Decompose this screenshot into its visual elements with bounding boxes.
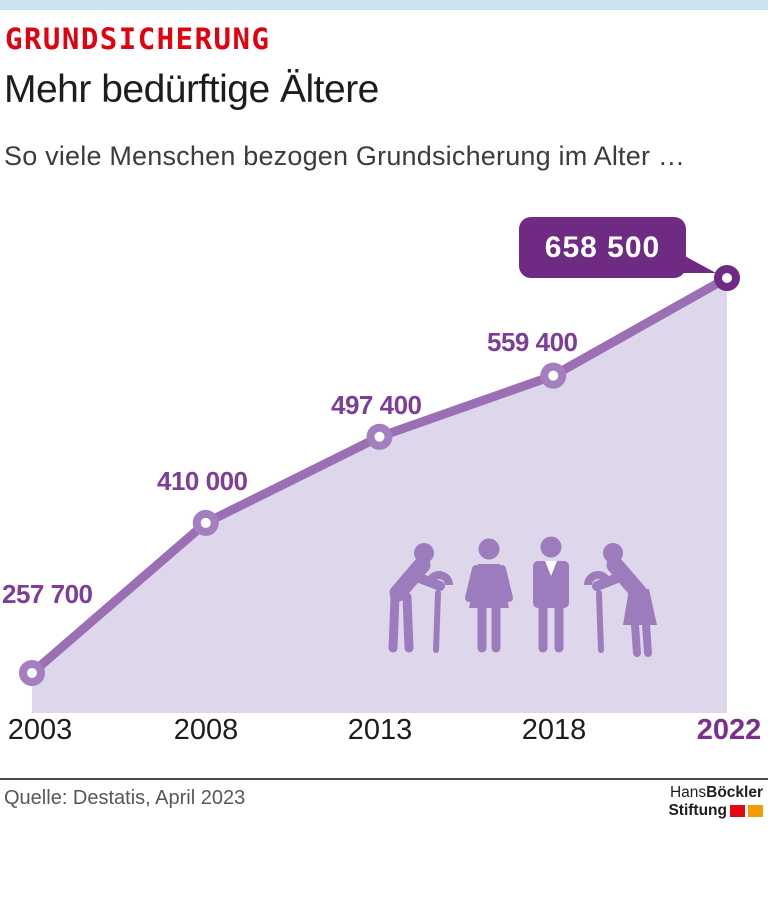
source-note: Quelle: Destatis, April 2023 [4, 787, 246, 809]
data-point-2003 [19, 660, 45, 686]
logo-red-square [730, 805, 745, 817]
highlight-value-bubble: 658 500 [519, 217, 686, 278]
area-fill [32, 278, 727, 713]
page-title: Mehr bedürftige Ältere [4, 68, 379, 111]
hans-boeckler-stiftung-logo: Hans Böckler Stiftung [668, 784, 763, 820]
woman-icon [465, 538, 513, 653]
data-points [19, 265, 740, 686]
data-point-2008 [192, 509, 219, 536]
value-label-2018: 559 400 [487, 327, 578, 357]
logo-line-1: Hans Böckler [669, 784, 763, 801]
footer-divider [0, 778, 768, 780]
chart-subtitle: So viele Menschen bezogen Grundsicherung… [4, 141, 686, 171]
top-accent-bar [0, 0, 768, 10]
pictogram-group [388, 536, 657, 657]
elderly-woman-cane-icon [584, 543, 657, 657]
data-point-2022 [714, 265, 740, 291]
value-label-2003: 257 700 [2, 579, 93, 609]
logo-orange-square [748, 805, 763, 817]
highlight-value: 658 500 [544, 230, 661, 264]
x-tick-2018: 2018 [521, 714, 587, 746]
data-point-2013 [366, 423, 393, 450]
data-point-2018 [540, 362, 567, 389]
elderly-man-cane-icon [388, 543, 453, 653]
x-tick-2008: 2008 [173, 714, 239, 746]
value-label-2013: 497 400 [331, 390, 422, 420]
x-tick-2022: 2022 [696, 714, 762, 746]
x-tick-2003: 2003 [7, 714, 73, 746]
man-in-suit-icon [533, 536, 569, 653]
value-label-2008: 410 000 [157, 466, 248, 496]
kicker: GRUNDSICHERUNG [5, 22, 271, 56]
x-tick-2013: 2013 [347, 714, 413, 746]
logo-line-2: Stiftung [668, 802, 763, 820]
